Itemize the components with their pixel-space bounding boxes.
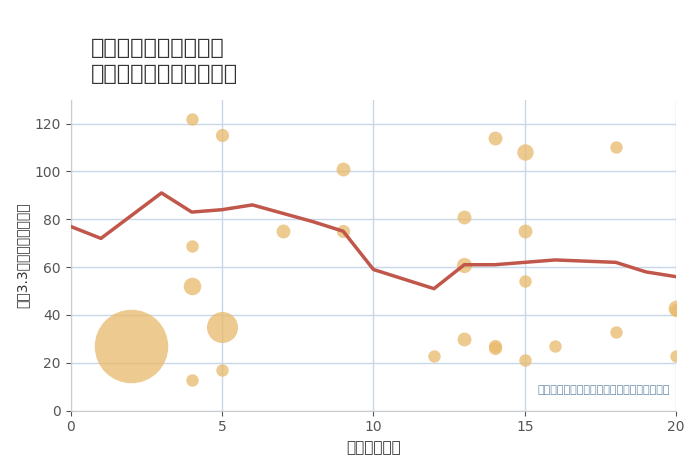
Point bbox=[610, 144, 622, 151]
Point bbox=[489, 134, 500, 141]
Point bbox=[519, 278, 531, 285]
Point bbox=[610, 328, 622, 336]
Point bbox=[186, 376, 197, 384]
Point bbox=[458, 261, 470, 268]
Point bbox=[216, 366, 228, 374]
X-axis label: 駅距離（分）: 駅距離（分） bbox=[346, 440, 401, 455]
Point bbox=[458, 335, 470, 343]
Point bbox=[186, 115, 197, 123]
Point bbox=[186, 242, 197, 250]
Text: 円の大きさは、取引のあった物件面積を示す: 円の大きさは、取引のあった物件面積を示す bbox=[538, 385, 670, 395]
Point bbox=[216, 132, 228, 139]
Point bbox=[428, 352, 440, 360]
Point bbox=[337, 227, 349, 235]
Point bbox=[125, 342, 136, 350]
Point bbox=[458, 213, 470, 220]
Point bbox=[550, 342, 561, 350]
Point bbox=[216, 323, 228, 331]
Point bbox=[337, 165, 349, 173]
Point bbox=[186, 282, 197, 290]
Point bbox=[519, 357, 531, 364]
Point bbox=[489, 342, 500, 350]
Y-axis label: 坪（3.3㎡）単価（万円）: 坪（3.3㎡）単価（万円） bbox=[15, 203, 29, 308]
Point bbox=[519, 149, 531, 156]
Point bbox=[489, 345, 500, 352]
Point bbox=[277, 227, 288, 235]
Point bbox=[671, 352, 682, 360]
Point bbox=[671, 304, 682, 312]
Point bbox=[519, 227, 531, 235]
Point bbox=[671, 306, 682, 314]
Text: 千葉県市原市西国吉の
駅距離別中古戸建て価格: 千葉県市原市西国吉の 駅距離別中古戸建て価格 bbox=[91, 38, 238, 84]
